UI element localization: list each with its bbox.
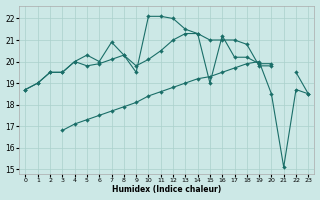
X-axis label: Humidex (Indice chaleur): Humidex (Indice chaleur) [112, 185, 221, 194]
